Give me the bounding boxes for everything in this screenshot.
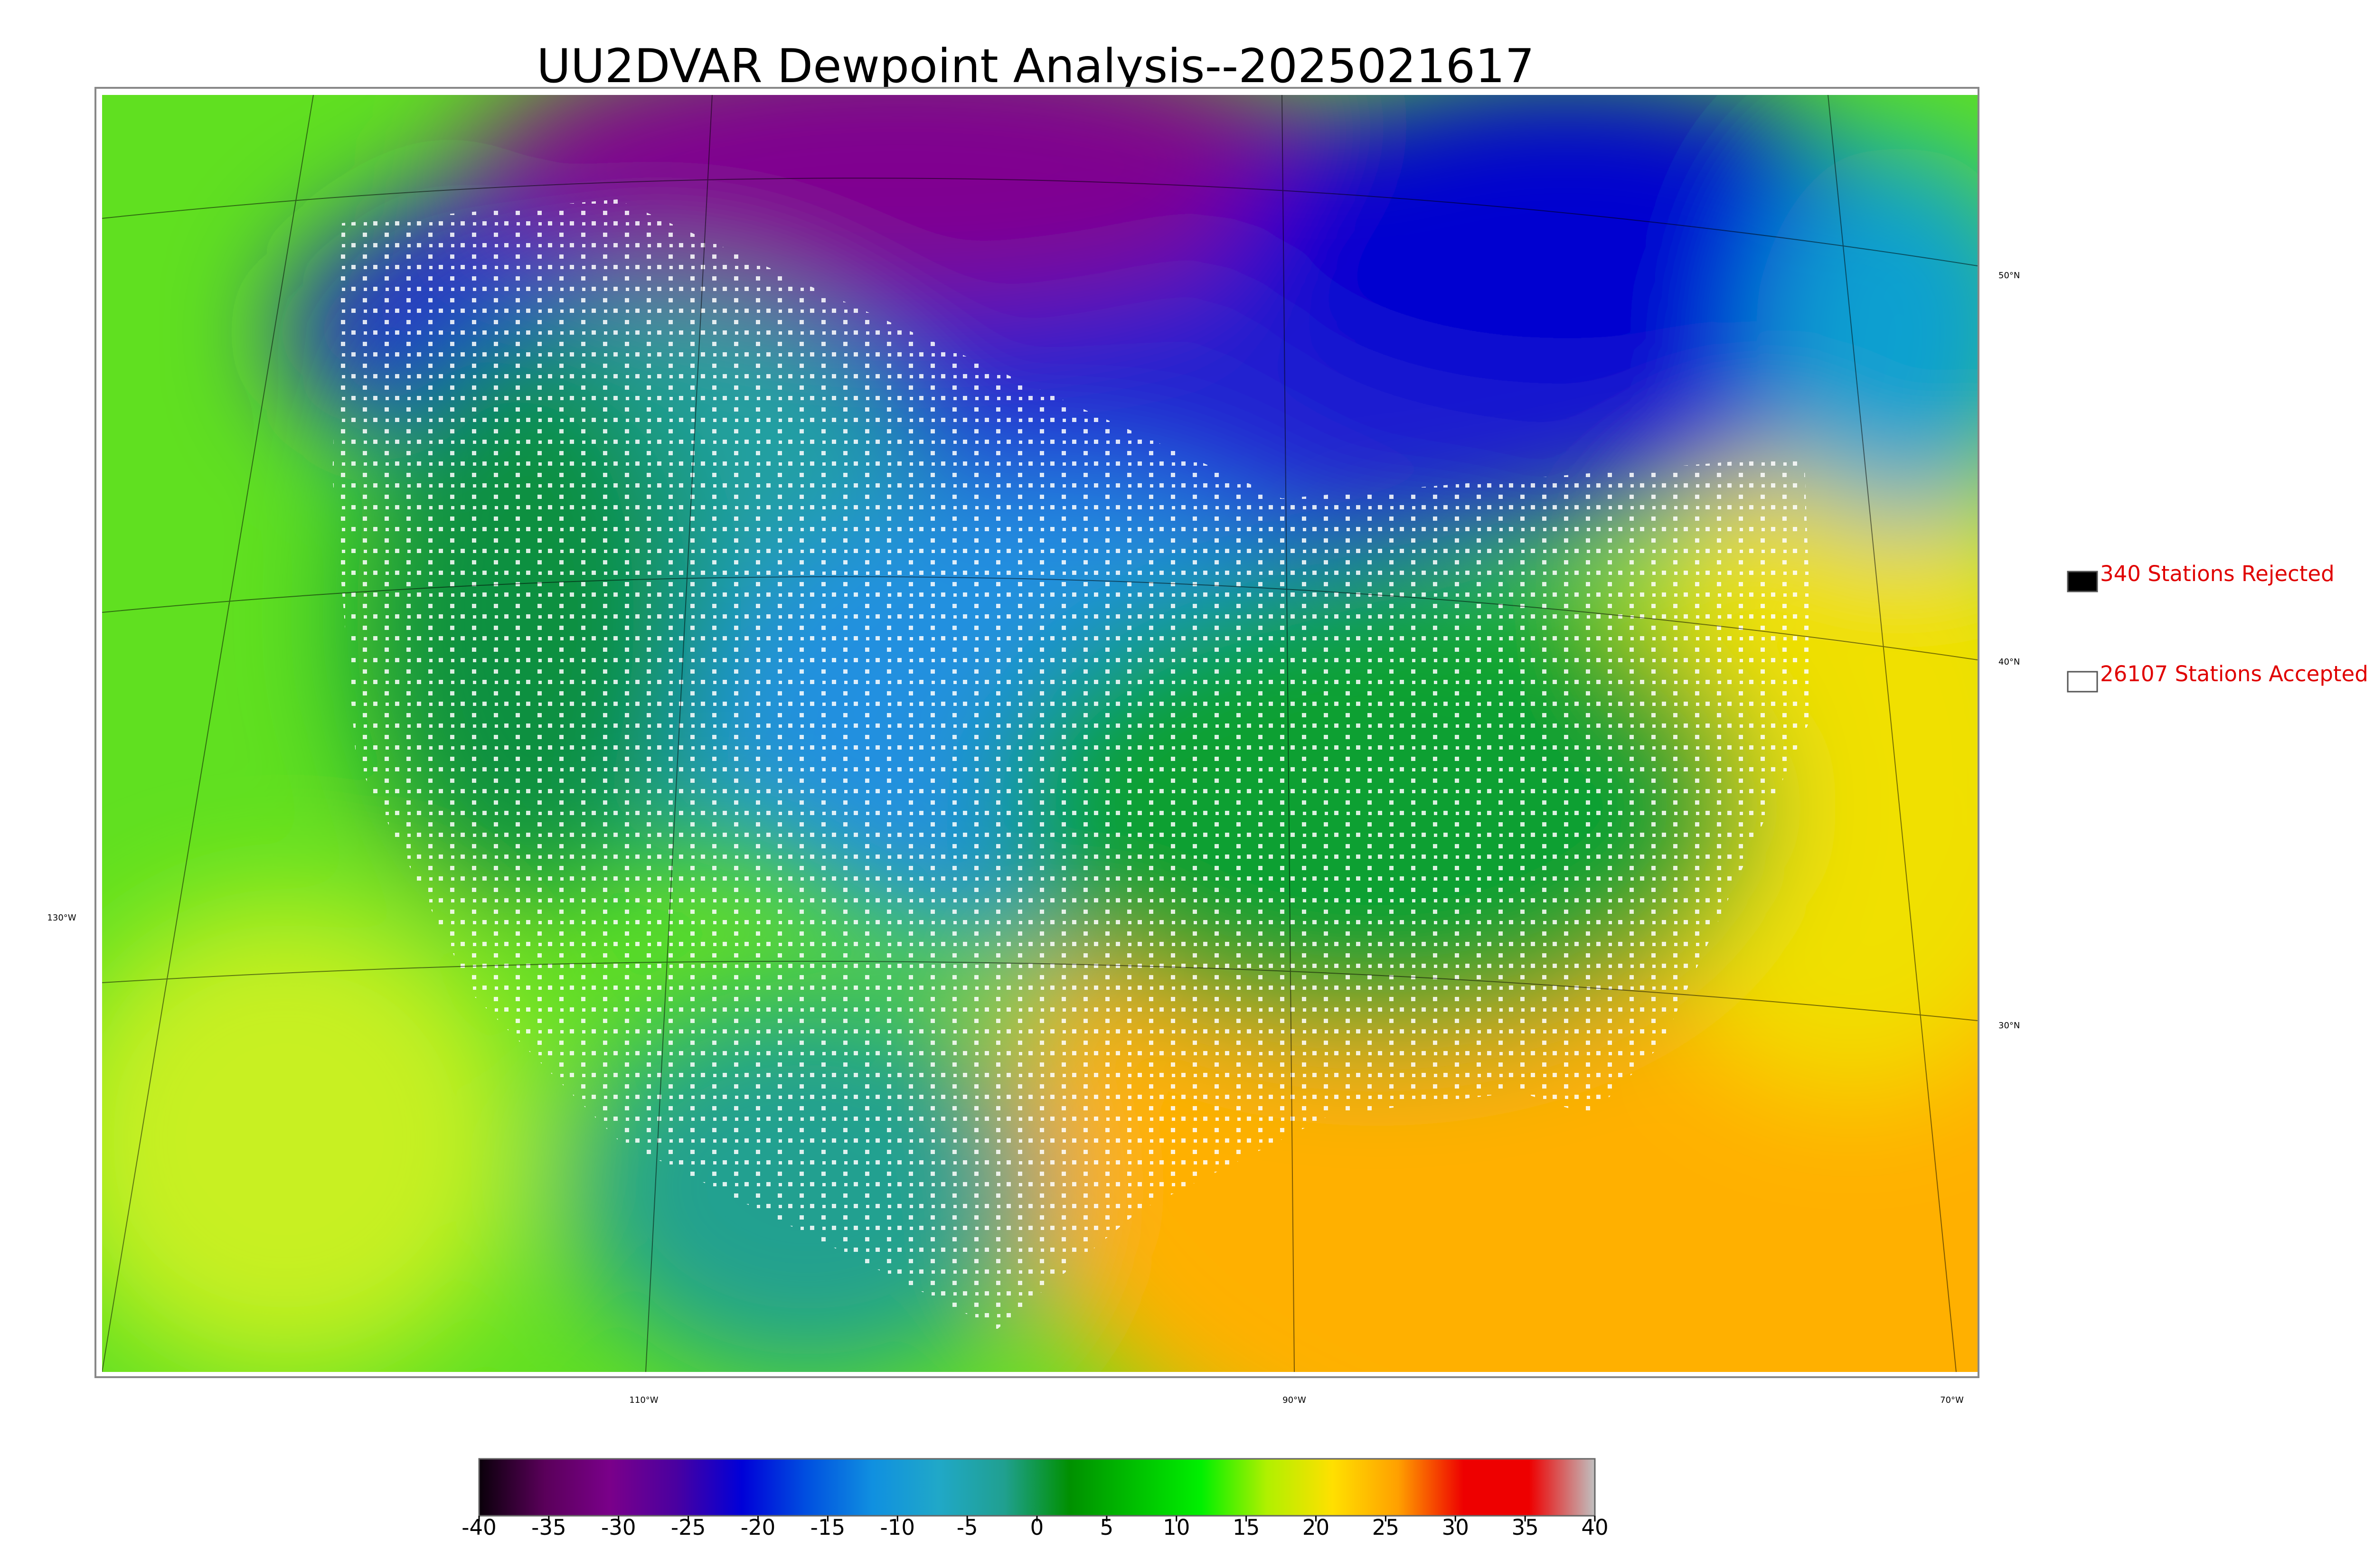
- legend-swatch: [2067, 671, 2098, 693]
- station-dots: [332, 199, 1814, 1329]
- colorbar-tick-label: 10: [1163, 1515, 1190, 1540]
- colorbar-tick-label: 15: [1233, 1515, 1260, 1540]
- colorbar-tick-label: -30: [601, 1515, 636, 1540]
- colorbar-tick-label: 20: [1302, 1515, 1329, 1540]
- colorbar-ramp: [478, 1458, 1596, 1517]
- lon-label: 90°W: [1282, 1395, 1306, 1405]
- dewpoint-field: [102, 95, 1978, 1372]
- colorbar-tick-label: -10: [880, 1515, 915, 1540]
- map: 50°N 40°N 30°N 130°W 110°W 90°W 70°W: [47, 87, 2020, 1405]
- colorbar-tick-label: -5: [957, 1515, 978, 1540]
- legend: 340 Stations Rejected 26107 Stations Acc…: [2067, 561, 2368, 693]
- colorbar-tick-label: 0: [1030, 1515, 1044, 1540]
- colorbar-tick-label: 40: [1581, 1515, 1608, 1540]
- lat-label: 30°N: [1998, 1021, 2020, 1031]
- colorbar-tick-label: -15: [810, 1515, 846, 1540]
- colorbar-tick-label: 5: [1100, 1515, 1114, 1540]
- colorbar: -40 -35 -30 -25 -20 -15 -10 -5 0 5 10 15 20 25 30 35 40: [462, 1458, 1609, 1540]
- lon-label: 110°W: [629, 1395, 658, 1405]
- colorbar-tick-label: -20: [741, 1515, 776, 1540]
- colorbar-tick-label: 25: [1372, 1515, 1399, 1540]
- lon-label: 70°W: [1940, 1395, 1964, 1405]
- legend-label: 340 Stations Rejected: [2100, 561, 2335, 586]
- legend-swatch: [2067, 571, 2098, 592]
- lat-label: 50°N: [1998, 271, 2020, 281]
- title: UU2DVAR Dewpoint Analysis--2025021617: [537, 39, 1535, 94]
- legend-label: 26107 Stations Accepted: [2100, 661, 2368, 686]
- colorbar-tick-label: -35: [531, 1515, 566, 1540]
- colorbar-tick-label: -40: [462, 1515, 497, 1540]
- lon-label: 130°W: [47, 913, 76, 923]
- lat-label: 40°N: [1998, 657, 2020, 667]
- colorbar-tick-label: -25: [671, 1515, 706, 1540]
- colorbar-tick-label: 30: [1442, 1515, 1469, 1540]
- graticule-lines: [102, 95, 1978, 1372]
- colorbar-tick-label: 35: [1511, 1515, 1538, 1540]
